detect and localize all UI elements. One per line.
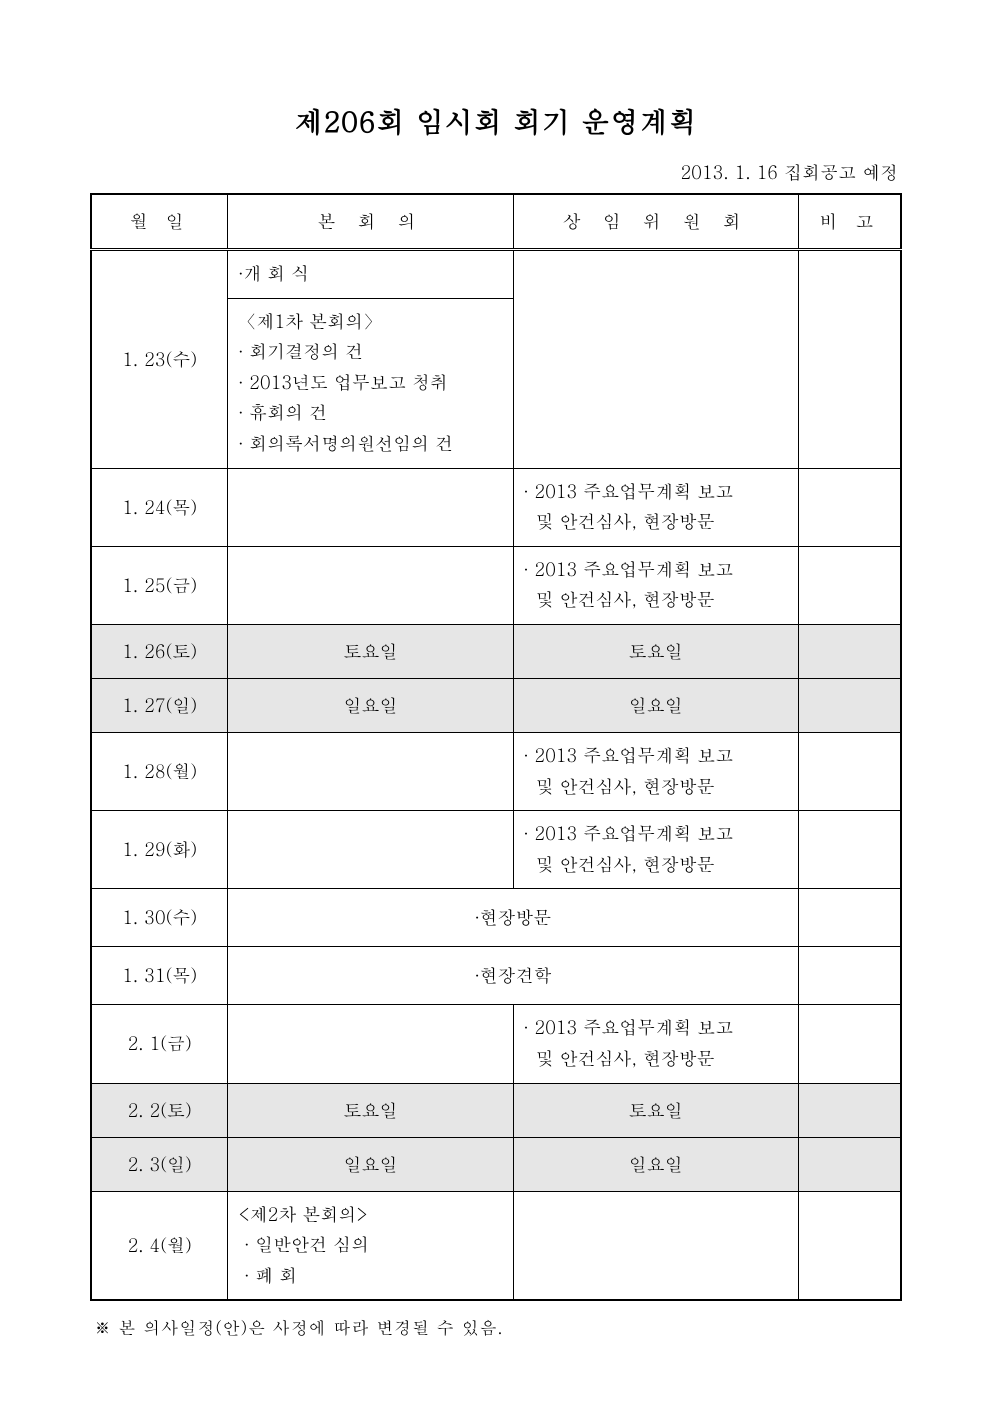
committee-cell [513,1191,798,1300]
remarks-cell [798,468,901,546]
plenary-cell [228,732,513,810]
date-cell: 1. 23(수) [91,250,228,469]
ceremony-cell: ∙개 회 식 [228,250,513,299]
committee-cell: ∙ 2013 주요업무계획 보고 및 안건심사, 현장방문 [513,546,798,624]
committee-item: 및 안건심사, 현장방문 [536,852,715,877]
remarks-cell [798,889,901,947]
table-row: 1. 25(금) ∙ 2013 주요업무계획 보고 및 안건심사, 현장방문 [91,546,901,624]
plenary-cell [228,546,513,624]
plenary-cell: <제2차 본회의> ∙ 일반안건 심의 ∙ 폐 회 [228,1191,513,1300]
agenda-item: ∙ 회기결정의 건 [238,337,502,368]
committee-cell: 일요일 [513,678,798,732]
agenda-item: ∙ 회의록서명의원선임의 건 [238,429,502,460]
table-row: 1. 27(일) 일요일 일요일 [91,678,901,732]
remarks-cell [798,1005,901,1083]
remarks-cell [798,732,901,810]
table-row: 1. 28(월) ∙ 2013 주요업무계획 보고 및 안건심사, 현장방문 [91,732,901,810]
plenary-cell [228,1005,513,1083]
date-cell: 2. 4(월) [91,1191,228,1300]
table-row: 1. 29(화) ∙ 2013 주요업무계획 보고 및 안건심사, 현장방문 [91,811,901,889]
date-cell: 1. 26(토) [91,624,228,678]
committee-item: ∙ 2013 주요업무계획 보고 [524,743,734,768]
remarks-cell [798,546,901,624]
date-cell: 2. 3(일) [91,1137,228,1191]
date-cell: 1. 31(목) [91,947,228,1005]
table-row: 1. 30(수) ∙현장방문 [91,889,901,947]
schedule-table: 월 일 본 회 의 상 임 위 원 회 비 고 1. 23(수) ∙개 회 식 … [90,193,902,1301]
agenda-item: ∙ 일반안건 심의 [244,1232,369,1257]
plenary-cell [228,811,513,889]
date-cell: 1. 29(화) [91,811,228,889]
committee-item: 및 안건심사, 현장방문 [536,587,715,612]
merged-cell: ∙현장견학 [228,947,798,1005]
date-cell: 1. 28(월) [91,732,228,810]
date-cell: 1. 25(금) [91,546,228,624]
committee-cell: ∙ 2013 주요업무계획 보고 및 안건심사, 현장방문 [513,811,798,889]
table-header-row: 월 일 본 회 의 상 임 위 원 회 비 고 [91,194,901,250]
table-row: 2. 3(일) 일요일 일요일 [91,1137,901,1191]
committee-item: ∙ 2013 주요업무계획 보고 [524,821,734,846]
committee-cell: ∙ 2013 주요업무계획 보고 및 안건심사, 현장방문 [513,468,798,546]
table-row: 1. 23(수) ∙개 회 식 [91,250,901,299]
remarks-cell [798,250,901,469]
remarks-cell [798,811,901,889]
agenda-item: ∙ 폐 회 [244,1263,297,1288]
plenary-cell [228,468,513,546]
plenary-cell: 일요일 [228,1137,513,1191]
committee-cell [513,250,798,469]
session-heading: <제2차 본회의> [238,1202,367,1227]
header-date: 월 일 [91,194,228,250]
remarks-cell [798,1137,901,1191]
committee-item: ∙ 2013 주요업무계획 보고 [524,557,734,582]
committee-item: ∙ 2013 주요업무계획 보고 [524,1015,734,1040]
table-row: 1. 31(목) ∙현장견학 [91,947,901,1005]
table-row: 1. 26(토) 토요일 토요일 [91,624,901,678]
committee-item: 및 안건심사, 현장방문 [536,774,715,799]
remarks-cell [798,947,901,1005]
remarks-cell [798,624,901,678]
table-row: 2. 2(토) 토요일 토요일 [91,1083,901,1137]
document-title: 제206회 임시회 회기 운영계획 [90,100,902,140]
remarks-cell [798,1083,901,1137]
remarks-cell [798,1191,901,1300]
remarks-cell [798,678,901,732]
table-row: 2. 1(금) ∙ 2013 주요업무계획 보고 및 안건심사, 현장방문 [91,1005,901,1083]
document-subtitle: 2013. 1. 16 집회공고 예정 [90,160,902,185]
committee-cell: 토요일 [513,624,798,678]
plenary-cell: 토요일 [228,624,513,678]
merged-cell: ∙현장방문 [228,889,798,947]
table-row: 1. 24(목) ∙ 2013 주요업무계획 보고 및 안건심사, 현장방문 [91,468,901,546]
committee-cell: ∙ 2013 주요업무계획 보고 및 안건심사, 현장방문 [513,732,798,810]
header-committee: 상 임 위 원 회 [513,194,798,250]
committee-cell: ∙ 2013 주요업무계획 보고 및 안건심사, 현장방문 [513,1005,798,1083]
date-cell: 1. 27(일) [91,678,228,732]
committee-item: 및 안건심사, 현장방문 [536,509,715,534]
date-cell: 2. 1(금) [91,1005,228,1083]
committee-item: 및 안건심사, 현장방문 [536,1046,715,1071]
agenda-item: ∙ 2013년도 업무보고 청취 [238,368,502,399]
agenda-item: ∙ 휴회의 건 [238,398,502,429]
footnote: ※ 본 의사일정(안)은 사정에 따라 변경될 수 있음. [90,1315,902,1339]
plenary-cell: 토요일 [228,1083,513,1137]
committee-cell: 일요일 [513,1137,798,1191]
plenary-cell: 일요일 [228,678,513,732]
date-cell: 1. 30(수) [91,889,228,947]
table-row: 2. 4(월) <제2차 본회의> ∙ 일반안건 심의 ∙ 폐 회 [91,1191,901,1300]
session-heading: 〈제1차 본회의〉 [238,309,381,334]
committee-item: ∙ 2013 주요업무계획 보고 [524,479,734,504]
header-remarks: 비 고 [798,194,901,250]
committee-cell: 토요일 [513,1083,798,1137]
header-plenary: 본 회 의 [228,194,513,250]
plenary-cell: 〈제1차 본회의〉 ∙ 회기결정의 건 ∙ 2013년도 업무보고 청취 ∙ 휴… [228,298,513,468]
date-cell: 2. 2(토) [91,1083,228,1137]
date-cell: 1. 24(목) [91,468,228,546]
